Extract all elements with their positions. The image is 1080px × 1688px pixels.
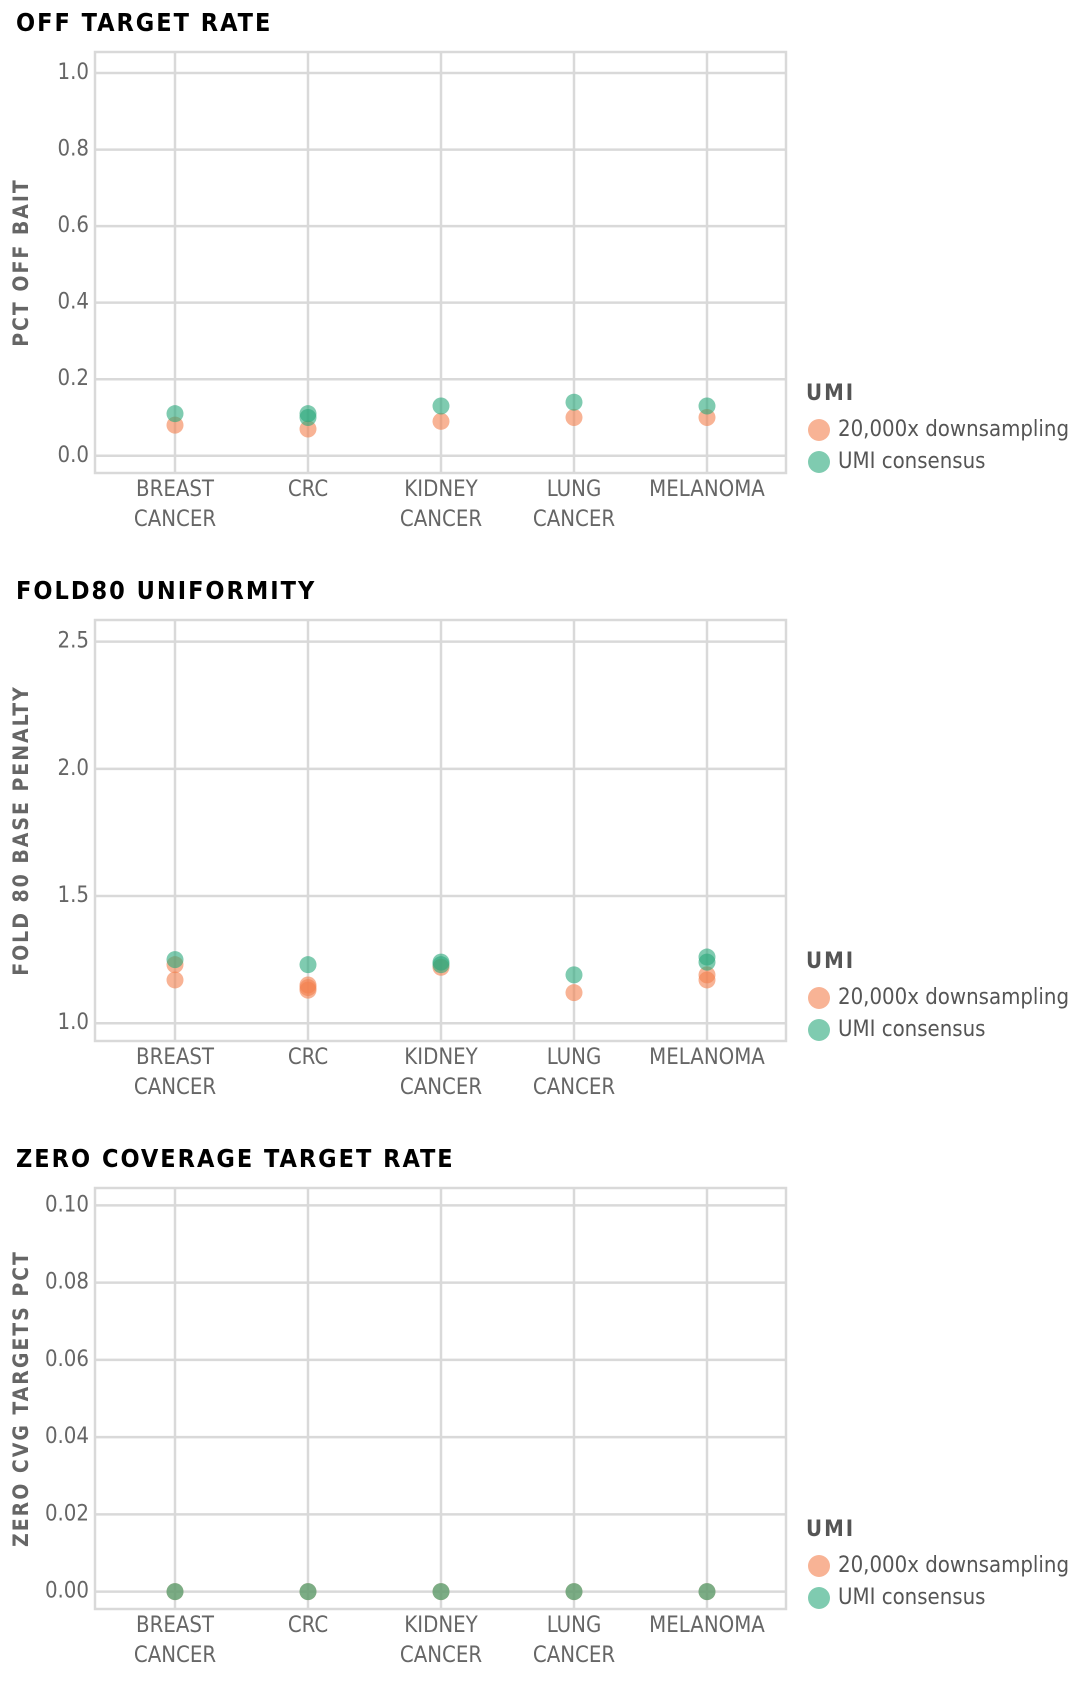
x-tick-label: BREAST CANCER (133, 477, 217, 532)
point (299, 979, 317, 997)
point (698, 953, 716, 971)
x-tick-label-box: LUNG CANCER (532, 477, 616, 532)
y-tick-label: 1.5 (58, 883, 89, 908)
point (432, 397, 450, 415)
point (299, 409, 317, 427)
x-tick-label: LUNG CANCER (532, 477, 616, 532)
point (166, 951, 184, 969)
chart-title: OFF TARGET RATE (16, 8, 272, 37)
x-tick-label-box: CRC (287, 1045, 329, 1070)
chart-title: ZERO COVERAGE TARGET RATE (16, 1144, 455, 1173)
x-tick-label: MELANOMA (649, 1045, 765, 1070)
x-tick-label: CRC (287, 1613, 329, 1638)
legend-title: UMI (806, 1517, 855, 1542)
y-tick-label: 0.08 (45, 1270, 89, 1295)
x-tick-label: KIDNEY CANCER (399, 477, 483, 532)
x-tick-label-box: CRC (287, 1613, 329, 1638)
x-tick-label: LUNG CANCER (532, 1045, 616, 1100)
legend-swatch (808, 987, 830, 1009)
point (698, 966, 716, 984)
y-tick-label: 0.02 (45, 1501, 89, 1526)
point (432, 412, 450, 430)
x-tick-label: KIDNEY CANCER (399, 1045, 483, 1100)
y-tick-label: 1.0 (58, 1010, 89, 1035)
y-tick-label: 2.5 (58, 629, 89, 654)
point (432, 1583, 450, 1601)
y-tick-label: 0.6 (58, 213, 89, 238)
point (698, 1583, 716, 1601)
y-axis-title: ZERO CVG TARGETS PCT (9, 1250, 33, 1547)
x-tick-label-box: CRC (287, 477, 329, 502)
point (299, 1583, 317, 1601)
x-tick-label-box: KIDNEY CANCER (399, 477, 483, 532)
x-tick-label: CRC (287, 1045, 329, 1070)
point (432, 956, 450, 974)
y-tick-label: 1.0 (58, 60, 89, 85)
x-tick-label-box: BREAST CANCER (133, 477, 217, 532)
x-tick-label: BREAST CANCER (133, 1613, 217, 1668)
x-tick-label-box: KIDNEY CANCER (399, 1613, 483, 1668)
y-tick-label: 0.8 (58, 137, 89, 162)
legend-label: UMI consensus (838, 1017, 985, 1042)
y-tick-label: 0.10 (45, 1192, 89, 1217)
chart-title: FOLD80 UNIFORMITY (16, 576, 316, 605)
point (565, 984, 583, 1002)
x-tick-label-box: MELANOMA (649, 1045, 765, 1070)
x-tick-label-box: BREAST CANCER (133, 1613, 217, 1668)
y-axis-title: FOLD 80 BASE PENALTY (9, 685, 33, 976)
point (565, 1583, 583, 1601)
y-tick-label: 2.0 (58, 756, 89, 781)
y-tick-label: 0.00 (45, 1579, 89, 1604)
legend-label: UMI consensus (838, 1585, 985, 1610)
point (565, 966, 583, 984)
x-tick-label: MELANOMA (649, 477, 765, 502)
point (565, 409, 583, 427)
y-axis-title: PCT OFF BAIT (9, 178, 33, 347)
legend-label: 20,000x downsampling (838, 985, 1069, 1010)
x-tick-label: KIDNEY CANCER (399, 1613, 483, 1668)
legend-title: UMI (806, 381, 855, 406)
legend-label: 20,000x downsampling (838, 1553, 1069, 1578)
legend-title: UMI (806, 949, 855, 974)
x-tick-label: CRC (287, 477, 329, 502)
legend-swatch (808, 1587, 830, 1609)
x-tick-label-box: MELANOMA (649, 477, 765, 502)
point (166, 405, 184, 423)
x-tick-label-box: LUNG CANCER (532, 1045, 616, 1100)
x-tick-label-box: LUNG CANCER (532, 1613, 616, 1668)
x-tick-label: MELANOMA (649, 1613, 765, 1638)
legend-label: 20,000x downsampling (838, 417, 1069, 442)
x-tick-label-box: MELANOMA (649, 1613, 765, 1638)
legend-swatch (808, 1555, 830, 1577)
point (166, 1583, 184, 1601)
y-tick-label: 0.4 (58, 290, 89, 315)
y-tick-label: 0.06 (45, 1347, 89, 1372)
legend-swatch (808, 1019, 830, 1041)
plot-border (93, 618, 788, 1043)
legend-swatch (808, 419, 830, 441)
point (299, 956, 317, 974)
plot-border (93, 1186, 788, 1611)
legend-label: UMI consensus (838, 449, 985, 474)
y-tick-label: 0.2 (58, 366, 89, 391)
point (565, 393, 583, 411)
x-tick-label-box: BREAST CANCER (133, 1045, 217, 1100)
y-tick-label: 0.04 (45, 1424, 89, 1449)
x-tick-label: BREAST CANCER (133, 1045, 217, 1100)
y-tick-label: 0.0 (58, 443, 89, 468)
plot-border (93, 50, 788, 475)
x-tick-label-box: KIDNEY CANCER (399, 1045, 483, 1100)
point (698, 397, 716, 415)
x-tick-label: LUNG CANCER (532, 1613, 616, 1668)
legend-swatch (808, 451, 830, 473)
point (166, 971, 184, 989)
